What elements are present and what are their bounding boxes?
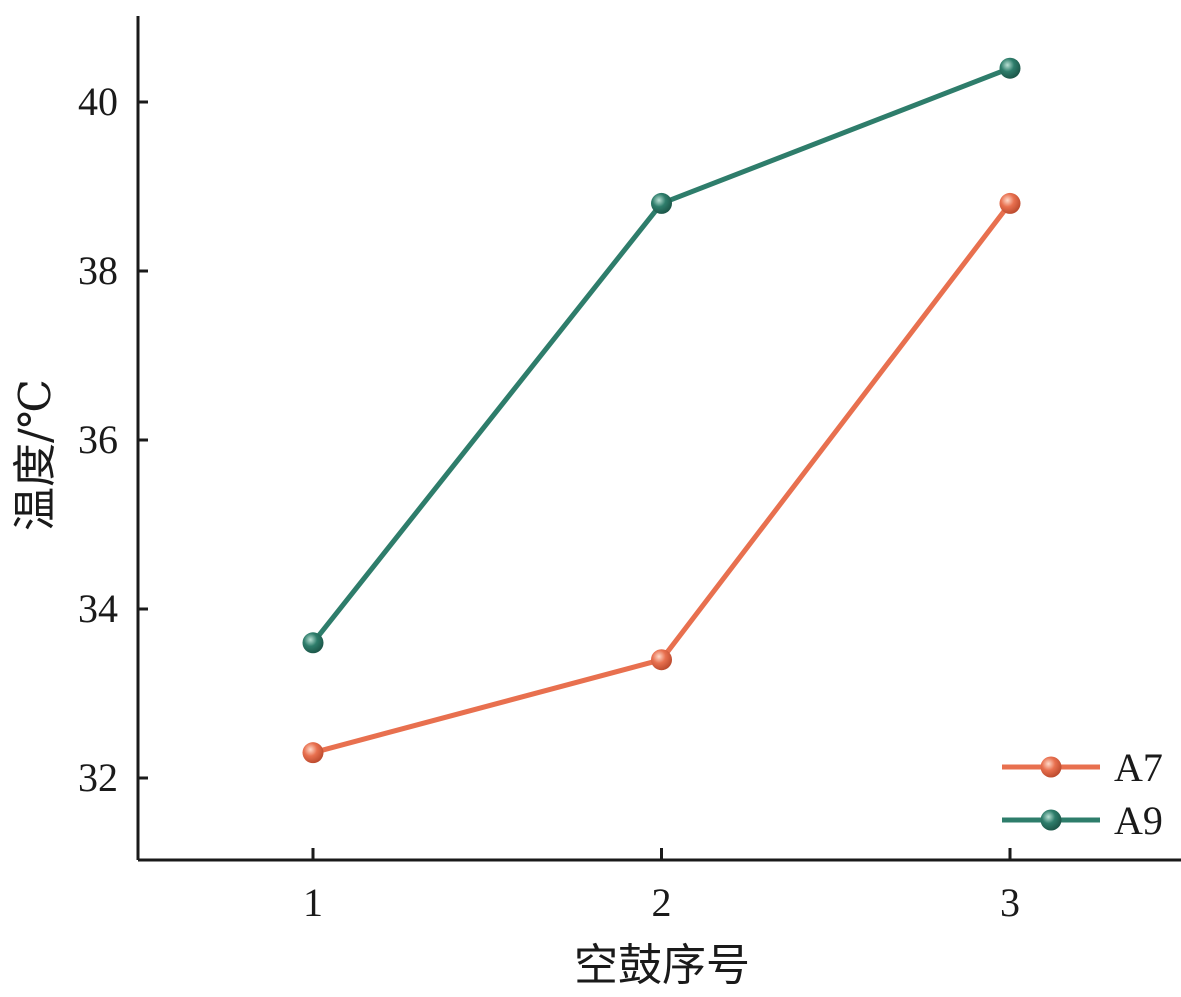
- x-ticks: 1 2 3: [303, 848, 1020, 925]
- legend-label: A9: [1114, 798, 1163, 843]
- data-point-a9: [651, 192, 672, 214]
- series-markers: [302, 57, 1021, 764]
- x-tick-label: 2: [652, 880, 672, 925]
- axes: [136, 16, 1181, 862]
- legend-item-a7: A7: [1002, 745, 1163, 790]
- y-axis-title: 温度/℃: [10, 379, 61, 531]
- y-tick-label: 36: [78, 417, 118, 462]
- data-point-a7: [302, 742, 324, 764]
- x-tick-label: 3: [1000, 880, 1020, 925]
- x-axis-title: 空鼓序号: [574, 940, 750, 991]
- legend-marker: [1040, 809, 1062, 831]
- data-point-a7: [651, 649, 672, 671]
- legend-item-a9: A9: [1002, 798, 1163, 843]
- series-line-a9: [310, 65, 1013, 646]
- y-tick-label: 32: [78, 755, 118, 800]
- data-point-a9: [999, 57, 1021, 79]
- x-tick-label: 1: [303, 880, 323, 925]
- legend-marker: [1040, 756, 1062, 778]
- series-line-a7: [310, 200, 1013, 756]
- data-point-a7: [999, 192, 1021, 214]
- y-ticks: 32 34 36 38 40: [78, 79, 148, 800]
- y-tick-label: 38: [78, 248, 118, 293]
- y-tick-label: 34: [78, 586, 118, 631]
- data-point-a9: [302, 632, 324, 654]
- legend-label: A7: [1114, 745, 1163, 790]
- y-tick-label: 40: [78, 79, 118, 124]
